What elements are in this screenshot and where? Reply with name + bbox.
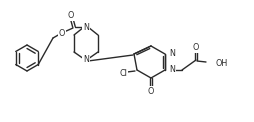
Text: OH: OH xyxy=(215,59,227,67)
Text: O: O xyxy=(148,86,154,96)
Text: N: N xyxy=(83,56,89,65)
Text: O: O xyxy=(68,11,74,20)
Text: N: N xyxy=(83,22,89,31)
Text: O: O xyxy=(59,29,65,37)
Text: N: N xyxy=(169,50,175,59)
Text: O: O xyxy=(193,44,199,52)
Text: N: N xyxy=(169,66,175,75)
Text: Cl: Cl xyxy=(119,70,127,78)
